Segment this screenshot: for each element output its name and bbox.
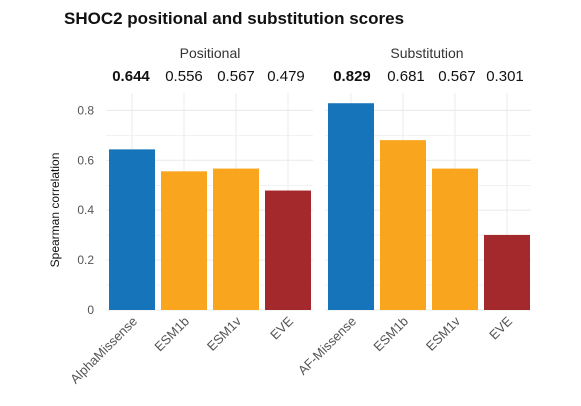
facet-panel-positional: Positional 0.644 0.556 0.567 0.479 AlphaMisse… <box>67 45 313 386</box>
chart-title: SHOC2 positional and substitution scores <box>64 9 404 28</box>
bar-esm1v <box>432 168 478 310</box>
y-tick-label: 0.6 <box>77 153 94 167</box>
x-tick-label: AlphaMissense <box>67 314 140 387</box>
x-tick-label: ESM1b <box>151 314 192 355</box>
facet-panel-substitution: Substitution 0.829 0.681 0.567 0.301 AF-Misse… <box>295 45 531 378</box>
bar-esm1v <box>213 168 259 310</box>
x-tick-label: ESM1b <box>370 314 411 355</box>
y-tick-label: 0.8 <box>77 103 94 117</box>
facets-layer: 0 0.2 0.4 0.6 0.8 Positional 0.644 0.556 0.567 0.… <box>67 45 531 386</box>
score-label: 0.301 <box>486 68 524 85</box>
bar-eve <box>265 190 311 310</box>
bar-eve <box>484 234 530 310</box>
bar-af-missense <box>328 103 374 310</box>
bar-esm1b <box>161 171 207 310</box>
x-tick-label: ESM1v <box>204 313 245 354</box>
score-label: 0.829 <box>333 68 371 85</box>
x-tick-label: AF-Missense <box>295 314 359 378</box>
y-tick-label: 0 <box>87 303 94 317</box>
facet-label: Substitution <box>390 45 463 61</box>
score-label: 0.644 <box>112 68 150 85</box>
x-tick-label: ESM1v <box>423 313 464 354</box>
bar-alphamissense <box>109 149 155 310</box>
x-tick-label: EVE <box>267 313 296 342</box>
y-tick-label: 0.2 <box>77 253 94 267</box>
facet-label: Positional <box>180 45 241 61</box>
bar-esm1b <box>380 140 426 310</box>
y-axis-label: Spearman correlation <box>48 153 62 268</box>
score-label: 0.556 <box>165 68 203 85</box>
score-label: 0.567 <box>217 68 255 85</box>
x-tick-label: EVE <box>486 313 515 342</box>
y-tick-label: 0.4 <box>77 203 94 217</box>
score-label: 0.567 <box>438 68 476 85</box>
score-label: 0.479 <box>267 68 305 85</box>
score-label: 0.681 <box>387 68 425 85</box>
